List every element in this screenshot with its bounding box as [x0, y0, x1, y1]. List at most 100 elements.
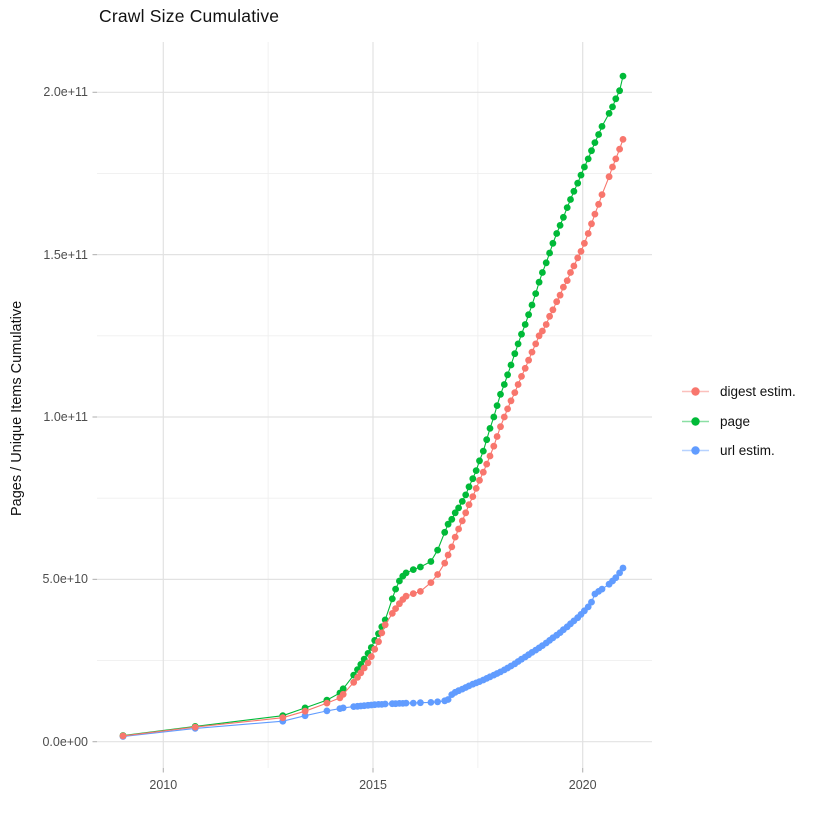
data-point — [378, 629, 386, 637]
data-point — [451, 533, 459, 541]
data-point — [591, 139, 599, 147]
legend-key-icon — [682, 387, 709, 396]
data-point — [616, 569, 623, 577]
data-point — [609, 163, 616, 171]
data-point — [577, 171, 585, 179]
data-point — [612, 574, 620, 582]
x-tick-label: 2020 — [568, 778, 597, 792]
legend-key-icon — [682, 446, 709, 455]
data-point — [444, 551, 452, 559]
data-point — [591, 210, 599, 218]
data-point — [458, 517, 466, 525]
data-point — [448, 543, 456, 551]
data-point — [570, 262, 578, 270]
y-tick-label: 1.0e+11 — [43, 410, 88, 424]
data-point — [584, 603, 592, 611]
data-point — [598, 191, 606, 199]
data-point — [360, 664, 368, 672]
data-point — [507, 397, 515, 405]
data-point — [486, 452, 494, 460]
data-point — [434, 698, 441, 706]
data-point — [462, 491, 470, 499]
data-point — [553, 230, 561, 237]
data-point — [462, 509, 470, 517]
data-point — [619, 72, 627, 80]
data-point — [598, 123, 606, 130]
data-point — [469, 475, 477, 483]
y-tick-label: 0.0e+00 — [42, 734, 88, 749]
data-point — [521, 364, 529, 372]
data-point — [483, 436, 491, 444]
data-point — [539, 269, 546, 276]
data-point — [409, 699, 417, 707]
data-point — [528, 301, 536, 309]
data-point — [444, 696, 452, 703]
data-point — [444, 520, 452, 528]
data-point — [483, 460, 491, 468]
data-point — [581, 163, 588, 171]
data-point — [574, 179, 582, 187]
data-point — [472, 467, 480, 474]
data-point — [119, 732, 127, 740]
data-point — [588, 147, 595, 155]
data-point — [441, 559, 449, 567]
data-point — [595, 131, 602, 138]
data-point — [588, 220, 595, 228]
data-point — [609, 103, 616, 111]
x-tick-label: 2015 — [359, 778, 387, 792]
data-point — [581, 239, 588, 247]
data-point — [375, 638, 382, 646]
data-point — [469, 493, 477, 500]
data-point — [388, 610, 396, 617]
data-point — [535, 332, 543, 340]
data-point — [371, 645, 379, 653]
data-point — [339, 690, 347, 698]
data-point — [504, 405, 511, 413]
data-point — [619, 136, 627, 143]
data-point — [605, 173, 613, 181]
data-point — [476, 476, 483, 484]
data-point — [616, 87, 623, 95]
data-point — [490, 442, 498, 450]
data-point — [539, 327, 546, 335]
data-point — [465, 483, 473, 491]
legend-key-dot — [691, 387, 700, 396]
data-point — [381, 700, 389, 708]
data-point — [560, 213, 567, 221]
data-point — [357, 669, 365, 677]
legend-key-dot — [691, 446, 700, 455]
data-point — [455, 504, 462, 512]
data-point — [350, 678, 358, 686]
data-point — [323, 699, 331, 707]
legend-item: digest estim. — [680, 377, 796, 406]
data-point — [563, 204, 571, 212]
data-point — [542, 321, 550, 328]
legend-item: page — [680, 406, 796, 435]
data-point — [493, 402, 501, 409]
data-point — [427, 558, 435, 565]
y-tick-label: 2.0e+11 — [43, 85, 88, 100]
data-point — [612, 155, 620, 163]
data-point — [409, 566, 417, 573]
gridlines-major — [97, 42, 652, 768]
data-point — [479, 468, 487, 476]
data-point — [525, 356, 532, 364]
data-point — [301, 707, 309, 715]
data-point — [605, 110, 613, 117]
data-point — [518, 373, 525, 380]
gridlines-minor — [97, 42, 652, 768]
data-point — [451, 509, 459, 517]
data-point — [507, 361, 515, 369]
legend-label: digest estim. — [720, 384, 796, 400]
data-point — [514, 340, 522, 348]
series-layer — [119, 72, 627, 740]
axis-ticks — [92, 91, 584, 773]
legend-item: url estim. — [680, 436, 796, 465]
data-point — [556, 222, 564, 229]
data-point — [549, 306, 557, 314]
data-point — [588, 598, 595, 606]
data-point — [323, 707, 331, 715]
data-point — [458, 498, 466, 505]
y-tick-label: 5.0e+10 — [42, 572, 88, 587]
